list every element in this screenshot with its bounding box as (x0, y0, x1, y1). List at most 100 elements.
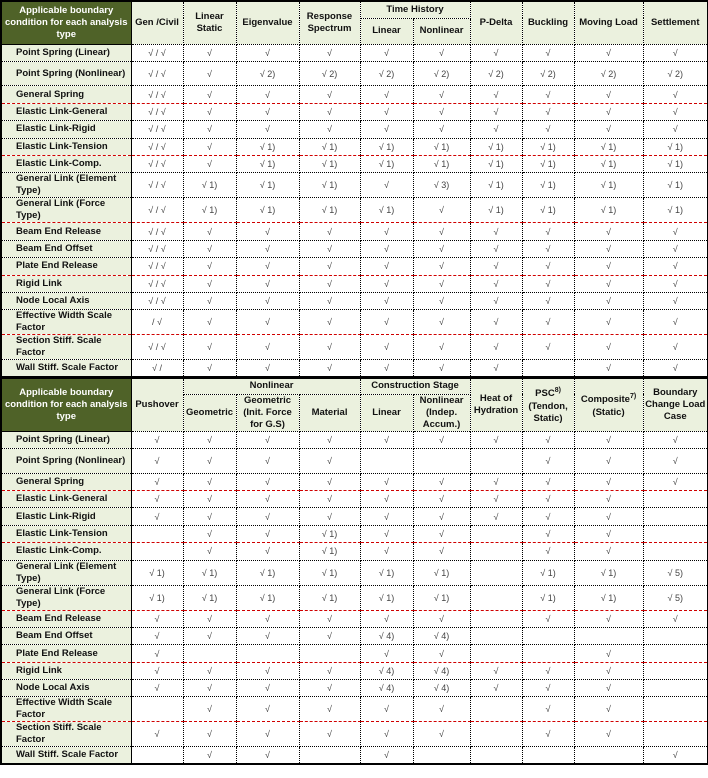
support-cell: √ (521, 430, 575, 450)
support-cell: √ (182, 696, 237, 723)
support-cell: √ (469, 430, 523, 450)
support-cell: √ (359, 102, 414, 122)
support-cell: √ (642, 309, 708, 336)
support-cell: √ (521, 472, 575, 491)
support-cell: √ (182, 291, 237, 311)
support-cell: √ / √ (130, 274, 184, 293)
support-cell: √ 1) (298, 172, 361, 199)
support-cell: √ (235, 721, 300, 748)
support-cell: √ (521, 696, 575, 723)
row-label: General Link (Force Type) (0, 584, 132, 611)
support-cell: √ (521, 120, 575, 139)
support-cell: √ (469, 43, 523, 62)
support-cell: √ (235, 334, 300, 361)
support-cell: √ (573, 102, 644, 122)
support-cell: √ / √ (130, 137, 184, 156)
support-cell: √ (359, 309, 414, 336)
support-cell: √ (642, 274, 708, 293)
support-cell: √ (412, 239, 471, 259)
table-row: General Link (Force Type) √ 1) √ 1) √ 1) √ 1… (0, 584, 708, 611)
support-cell: √ (182, 274, 237, 293)
support-cell: √ (298, 43, 361, 62)
support-cell: √ (469, 291, 523, 311)
support-cell: √ (298, 309, 361, 336)
support-cell: √ (182, 154, 237, 174)
table-row: Beam End Offset √ √ √ √ √ 4) √ 4) (0, 626, 708, 646)
header-settlement: Settlement (642, 0, 708, 45)
support-cell: √ (573, 274, 644, 293)
support-cell: √ (412, 489, 471, 509)
support-cell: √ / √ (130, 257, 184, 276)
support-cell: √ (469, 257, 523, 276)
support-cell: √ (298, 661, 361, 681)
header-geometric: Geometric (182, 393, 237, 432)
support-cell: √ (235, 257, 300, 276)
support-cell: √ (573, 661, 644, 681)
support-cell: √ 1) (298, 542, 361, 561)
support-cell: √ 2) (573, 60, 644, 87)
support-cell (298, 746, 361, 765)
header-th-linear: Linear (359, 17, 414, 45)
header-geometric-init: Geometric (Init. Force for G.S) (235, 393, 300, 432)
support-cell: √ (469, 85, 523, 104)
support-cell: √ (182, 120, 237, 139)
support-cell: √ 1) (359, 559, 414, 586)
row-label: Point Spring (Nonlinear) (0, 448, 132, 474)
support-cell: √ (412, 430, 471, 450)
support-cell: √ (298, 448, 361, 474)
psc-label: PSC (535, 388, 555, 400)
row-label: Elastic Link-Comp. (0, 154, 132, 174)
support-cell: √ 1) (182, 172, 237, 199)
support-cell (412, 746, 471, 765)
support-cell (469, 584, 523, 611)
header-cs-linear: Linear (359, 393, 414, 432)
support-cell: √ (359, 524, 414, 544)
support-cell: √ 2) (642, 60, 708, 87)
table-row: Elastic Link-Comp. √ √ √ 1) √ √ √ √ (0, 542, 708, 561)
support-cell: √ (182, 626, 237, 646)
support-cell: √ 4) (359, 661, 414, 681)
support-cell (469, 542, 523, 561)
table-row: Elastic Link-Rigid √ √ √ √ √ √ √ √ √ (0, 507, 708, 526)
support-cell: √ 1) (642, 137, 708, 156)
row-label: Elastic Link-Comp. (0, 542, 132, 561)
support-cell (469, 746, 523, 765)
support-cell: √ 1) (469, 154, 523, 174)
support-cell: √ (130, 430, 184, 450)
support-cell: √ (573, 489, 644, 509)
support-cell: √ (573, 679, 644, 698)
support-cell: √ (642, 222, 708, 241)
support-cell: √ (469, 359, 523, 378)
support-cell: √ 1) (130, 559, 184, 586)
support-cell: √ (642, 239, 708, 259)
support-cell: √ (235, 489, 300, 509)
support-cell (130, 746, 184, 765)
support-cell: √ (521, 85, 575, 104)
table-row: General Link (Element Type) √ 1) √ 1) √ 1) √… (0, 559, 708, 586)
support-cell: √ (642, 85, 708, 104)
support-cell: √ (521, 679, 575, 698)
support-cell: √ (642, 102, 708, 122)
support-cell: √ (359, 334, 414, 361)
support-cell: √ (359, 222, 414, 241)
header-composite: Composite7) (Static) (573, 377, 644, 432)
header-th-nonlinear: Nonlinear (412, 17, 471, 45)
support-cell: √ 1) (469, 137, 523, 156)
row-label: Node Local Axis (0, 679, 132, 698)
corner-header: Applicable boundary condition for each a… (0, 377, 132, 432)
support-cell: √ (412, 197, 471, 224)
support-cell: √ / (130, 359, 184, 378)
support-cell: √ (359, 43, 414, 62)
support-cell: √ (235, 120, 300, 139)
support-cell: √ (573, 644, 644, 663)
support-cell: √ (182, 679, 237, 698)
row-label: General Spring (0, 85, 132, 104)
support-cell (642, 679, 708, 698)
table-row: Rigid Link √ / √ √ √ √ √ √ √ √ √ √ (0, 274, 708, 293)
support-cell: √ (412, 334, 471, 361)
composite-label: Composite (580, 394, 630, 406)
support-cell: √ (573, 222, 644, 241)
support-cell: √ (182, 472, 237, 491)
support-cell: √ / √ (130, 334, 184, 361)
